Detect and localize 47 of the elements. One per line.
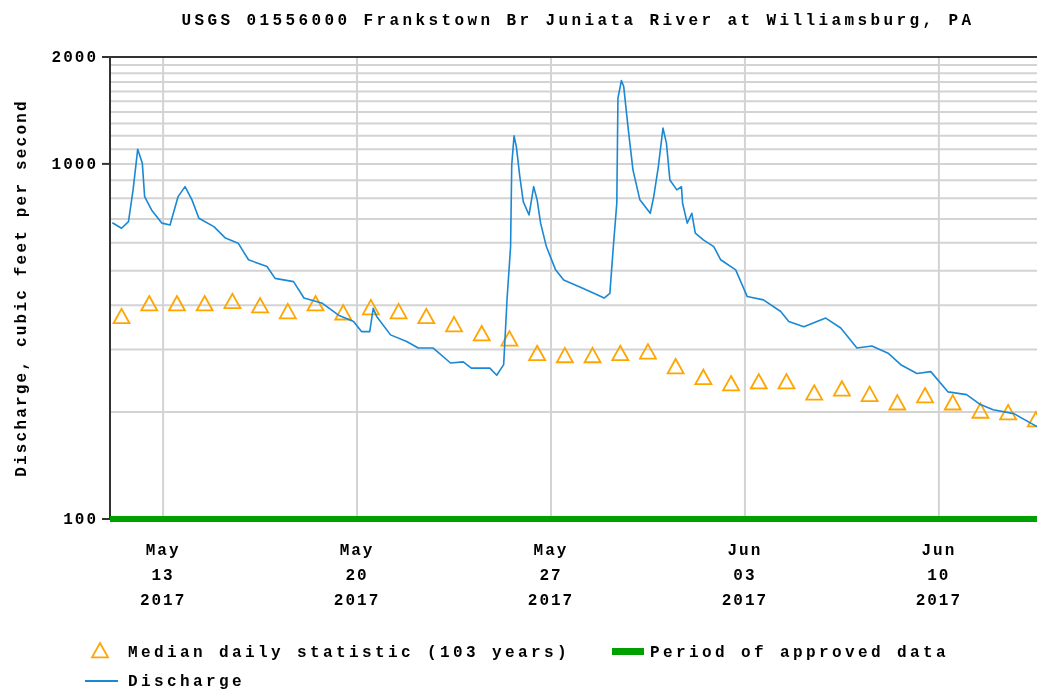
point bbox=[777, 373, 796, 390]
point bbox=[555, 346, 574, 364]
x-tick-label: May 13 2017 bbox=[139, 542, 187, 610]
point bbox=[445, 316, 463, 333]
point bbox=[666, 358, 685, 375]
y-tick-label: 2000 bbox=[51, 49, 98, 67]
point bbox=[389, 303, 408, 320]
point bbox=[334, 304, 353, 321]
x-tick-label: May 20 2017 bbox=[333, 542, 381, 610]
point bbox=[860, 385, 879, 402]
point bbox=[916, 387, 934, 404]
point bbox=[971, 402, 990, 419]
point bbox=[195, 295, 214, 312]
point bbox=[943, 394, 962, 411]
point bbox=[417, 307, 436, 325]
point bbox=[722, 375, 740, 392]
point bbox=[251, 297, 269, 314]
point bbox=[500, 330, 519, 347]
point bbox=[223, 292, 242, 310]
legend-label: Discharge bbox=[128, 673, 246, 691]
point bbox=[749, 373, 768, 390]
point bbox=[639, 343, 657, 360]
point bbox=[611, 344, 630, 362]
point bbox=[306, 295, 325, 312]
point bbox=[888, 394, 907, 411]
point bbox=[278, 303, 297, 320]
point bbox=[694, 368, 713, 385]
point bbox=[999, 403, 1018, 421]
point bbox=[528, 344, 547, 362]
x-tick-label: Jun 10 2017 bbox=[915, 542, 963, 610]
x-tick-label: May 27 2017 bbox=[527, 542, 575, 610]
y-axis-title: Discharge, cubic feet per second bbox=[13, 99, 31, 477]
point bbox=[140, 295, 159, 312]
x-tick-label: Jun 03 2017 bbox=[721, 542, 769, 610]
point bbox=[168, 295, 186, 312]
point bbox=[583, 346, 602, 364]
chart-title: USGS 01556000 Frankstown Br Juniata River at Williamsburg, PA bbox=[181, 12, 975, 30]
point bbox=[472, 325, 491, 342]
point bbox=[362, 299, 380, 316]
y-tick-label: 100 bbox=[63, 511, 98, 529]
point bbox=[112, 307, 131, 325]
point bbox=[833, 380, 851, 397]
legend-label: Period of approved data bbox=[650, 644, 950, 662]
y-tick-label: 1000 bbox=[51, 155, 98, 174]
line-series bbox=[111, 79, 1037, 428]
legend-label: Median daily statistic (103 years) bbox=[128, 644, 571, 662]
point bbox=[805, 384, 824, 401]
